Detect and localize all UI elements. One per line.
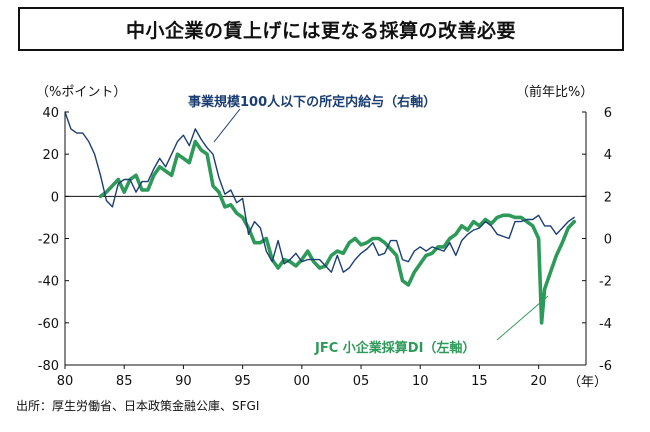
source-note: 出所：厚生労働省、日本政策金融公庫、SFGI xyxy=(16,399,260,413)
right-tick-label: 6 xyxy=(604,106,612,121)
wage-annotation-leader xyxy=(213,108,241,143)
chart-title: 中小企業の賃上げには更なる採算の改善必要 xyxy=(125,19,516,42)
left-tick-label: -40 xyxy=(38,275,59,290)
left-tick-label: -20 xyxy=(38,233,59,248)
x-tick-label: 90 xyxy=(175,374,192,389)
x-tick-label: 15 xyxy=(471,374,488,389)
right-tick-label: 0 xyxy=(604,233,612,248)
left-tick-label: 0 xyxy=(51,190,59,205)
left-tick-label: -80 xyxy=(38,359,59,374)
x-tick-label: 80 xyxy=(57,374,74,389)
x-axis-unit-label: （年） xyxy=(568,375,607,390)
jfc-annotation-leader xyxy=(496,295,549,341)
x-tick-label: 20 xyxy=(530,374,547,389)
left-axis-unit-label: （%ポイント） xyxy=(36,85,126,100)
chart-title-box: 中小企業の賃上げには更なる採算の改善必要 xyxy=(18,7,624,51)
left-tick-label: -60 xyxy=(38,317,59,332)
x-tick-label: 10 xyxy=(412,374,429,389)
jfc-series-annotation: JFC 小企業採算DI（左軸） xyxy=(314,340,475,356)
right-tick-label: -6 xyxy=(599,359,612,374)
x-tick-label: 85 xyxy=(116,374,133,389)
left-tick-label: 20 xyxy=(42,148,59,163)
right-tick-label: -2 xyxy=(599,275,612,290)
wage-series-annotation: 事業規模100人以下の所定内給与（右軸） xyxy=(188,94,436,110)
left-tick-label: 40 xyxy=(42,106,59,121)
x-tick-label: 00 xyxy=(294,374,311,389)
right-tick-label: 2 xyxy=(604,190,612,205)
x-tick-label: 95 xyxy=(234,374,251,389)
right-tick-label: 4 xyxy=(604,148,612,163)
right-axis-unit-label: （前年比%） xyxy=(516,84,593,100)
wage-series-line xyxy=(64,111,575,273)
jfc-series-line xyxy=(98,139,577,325)
right-tick-label: -4 xyxy=(599,317,612,332)
x-tick-label: 05 xyxy=(353,374,370,389)
